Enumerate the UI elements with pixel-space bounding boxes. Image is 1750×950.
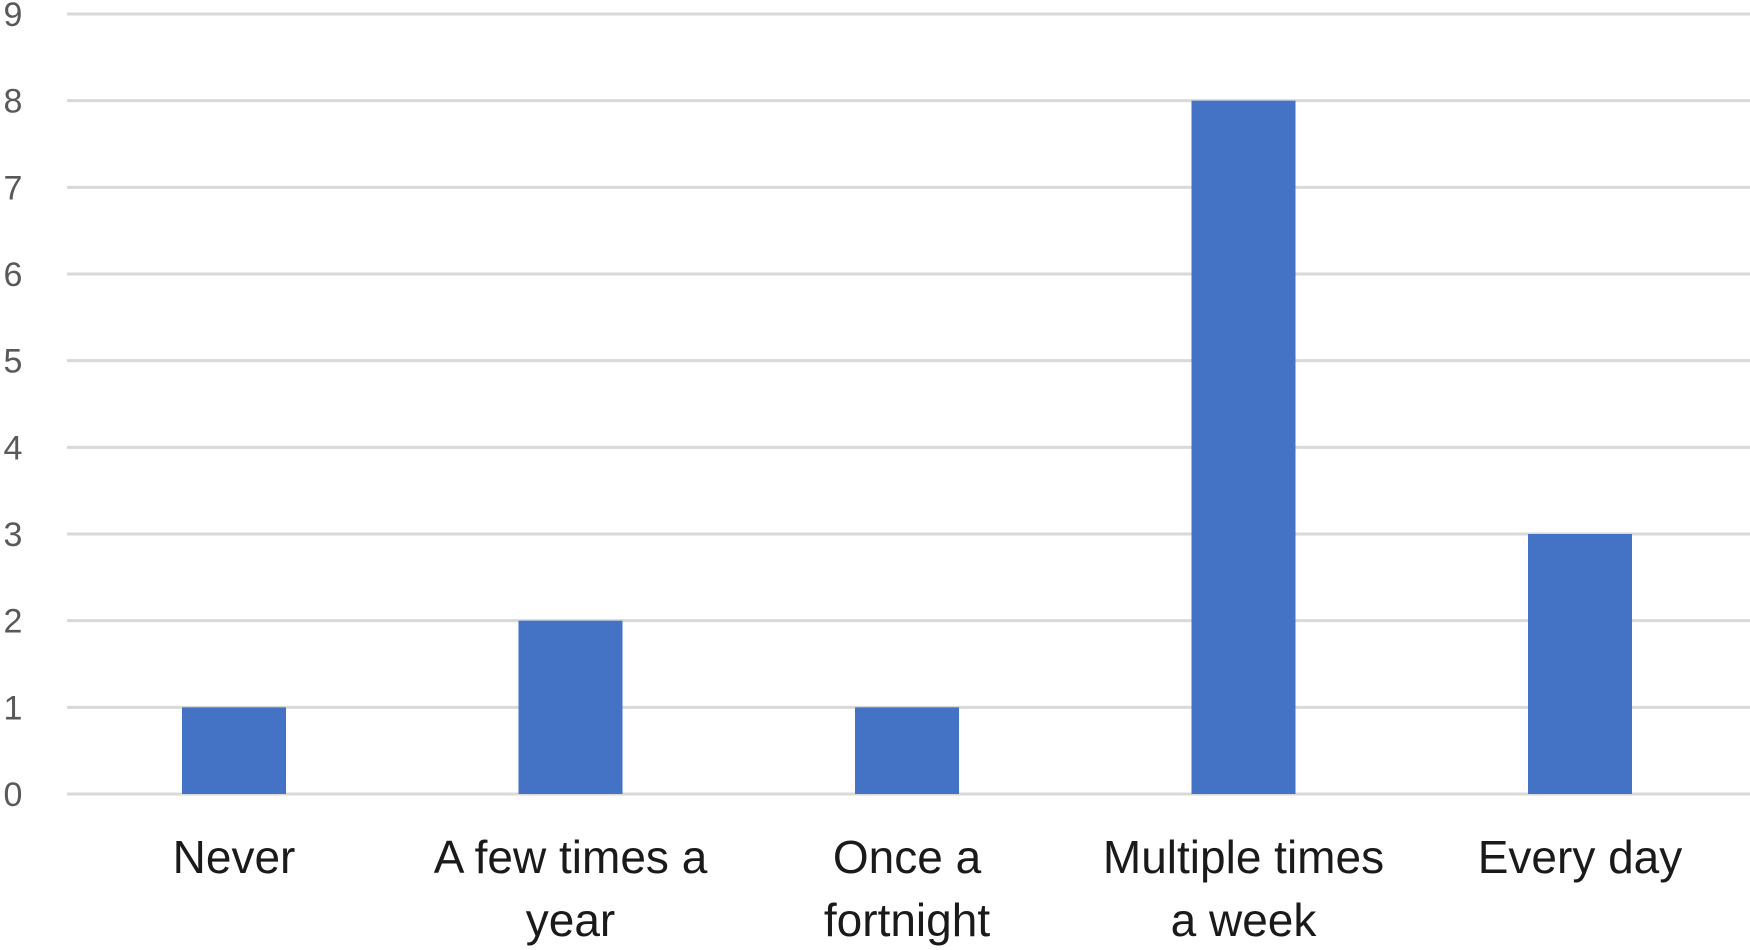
x-tick-label-line: year bbox=[526, 894, 615, 946]
x-tick-label: Never bbox=[173, 831, 296, 883]
bar-0 bbox=[182, 707, 286, 794]
x-tick-label-line: Never bbox=[173, 831, 296, 883]
x-tick-label: Once a fortnight bbox=[824, 831, 990, 946]
y-tick-label: 2 bbox=[4, 603, 23, 641]
y-tick-label: 4 bbox=[4, 429, 23, 467]
x-tick-label-line: a week bbox=[1171, 894, 1318, 946]
x-tick-label-line: Once a bbox=[833, 831, 982, 883]
x-axis-ticks: Never A few times a year Once a fortnight Mul… bbox=[173, 831, 1683, 946]
x-tick-label: Multiple times a week bbox=[1103, 831, 1384, 946]
bar-1 bbox=[518, 620, 623, 794]
x-tick-label-line: Every day bbox=[1478, 831, 1683, 883]
x-tick-label-line: Multiple times bbox=[1103, 831, 1384, 883]
y-tick-label: 9 bbox=[4, 0, 23, 34]
gridlines bbox=[67, 12, 1750, 796]
y-tick-label: 1 bbox=[4, 689, 23, 727]
x-tick-label-line: fortnight bbox=[824, 894, 990, 946]
y-tick-label: 5 bbox=[4, 343, 23, 381]
x-tick-label: A few times a year bbox=[434, 831, 708, 946]
bar-3 bbox=[1191, 100, 1296, 794]
x-tick-label-line: A few times a bbox=[434, 831, 708, 883]
y-tick-label: 8 bbox=[4, 83, 23, 121]
bars bbox=[182, 100, 1632, 794]
x-tick-label: Every day bbox=[1478, 831, 1683, 883]
bar-2 bbox=[855, 707, 959, 794]
y-tick-label: 0 bbox=[4, 776, 23, 814]
bar-4 bbox=[1528, 534, 1632, 794]
y-tick-label: 7 bbox=[4, 169, 23, 207]
y-axis-ticks: 0 1 2 3 4 5 6 7 8 9 bbox=[4, 0, 23, 814]
y-tick-label: 3 bbox=[4, 516, 23, 554]
y-tick-label: 6 bbox=[4, 256, 23, 294]
